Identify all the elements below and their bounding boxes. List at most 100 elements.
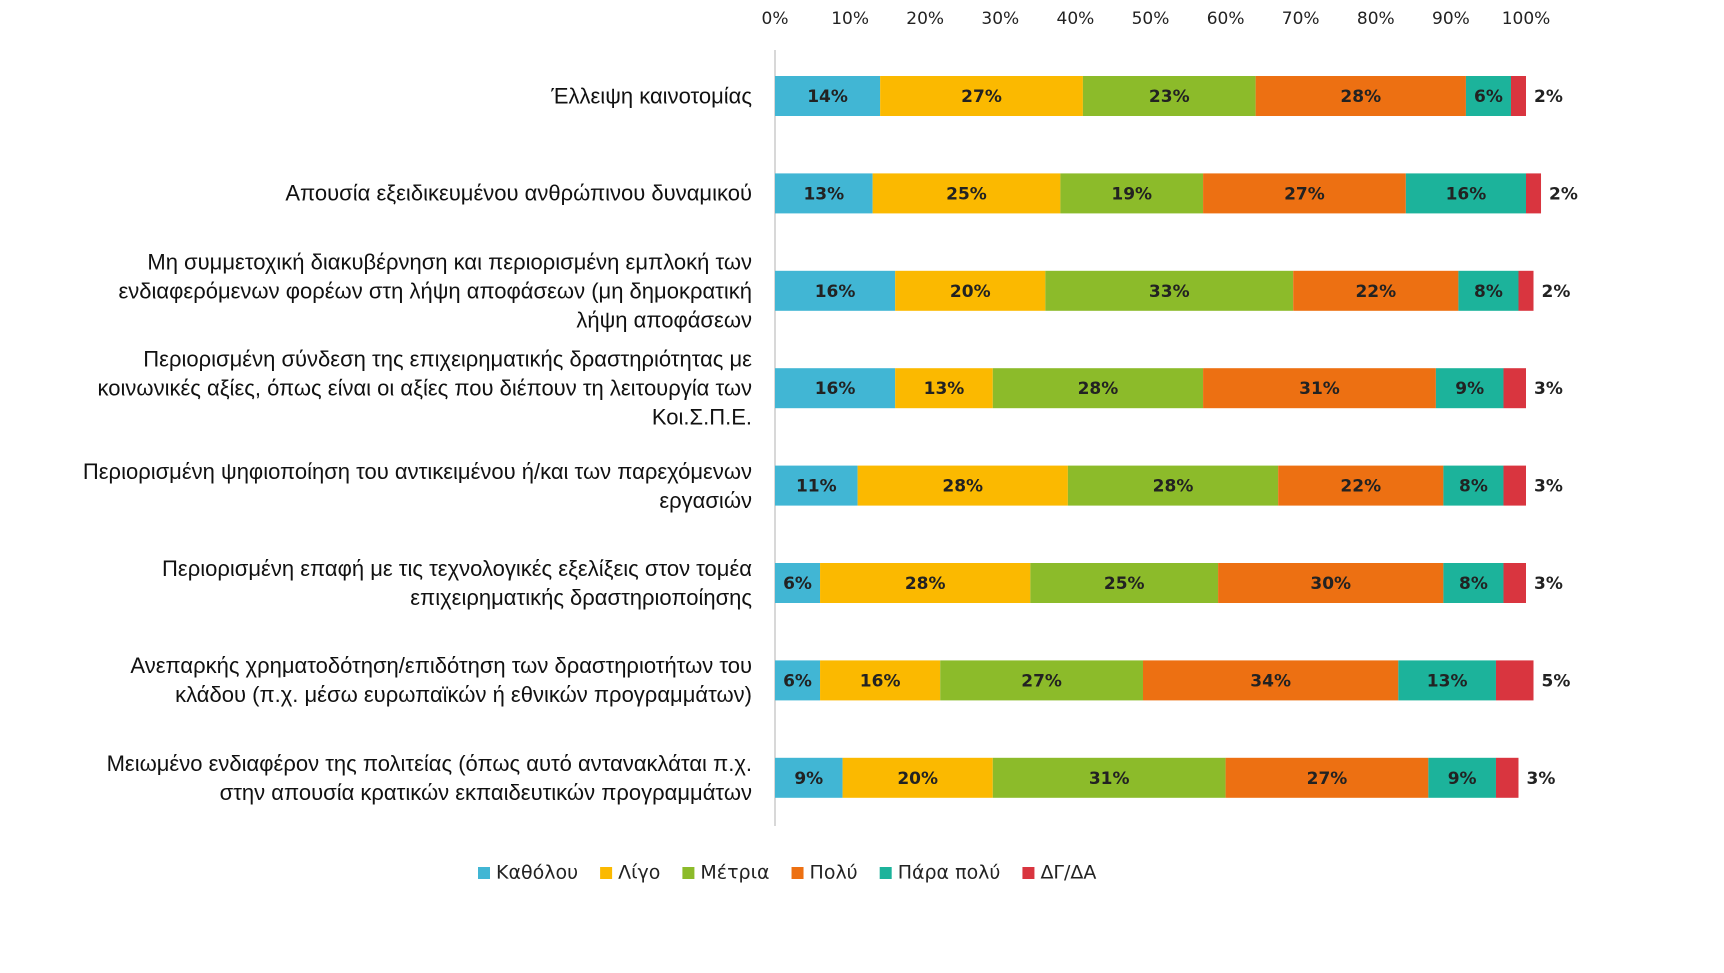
- category-label: Έλλειψη καινοτομίας: [551, 83, 752, 109]
- category-label: Απουσία εξειδικευμένου ανθρώπινου δυναμι…: [285, 180, 752, 206]
- value-label: 9%: [1455, 379, 1484, 399]
- legend-label: Πάρα πολύ: [898, 862, 1001, 884]
- bar-segment: [1503, 465, 1526, 506]
- legend-swatch: [1022, 867, 1035, 879]
- bar-segment: [775, 465, 858, 506]
- value-label: 27%: [1307, 769, 1348, 789]
- value-label: 3%: [1534, 477, 1563, 497]
- bar-segment: [775, 270, 896, 311]
- bar-segment: [1293, 270, 1459, 311]
- x-tick-label: 90%: [1432, 9, 1470, 29]
- value-label: 34%: [1250, 671, 1291, 691]
- bar-segment: [1030, 563, 1219, 603]
- value-label: 8%: [1459, 574, 1488, 594]
- bar-segment: [1218, 563, 1444, 603]
- bar-segment: [1060, 173, 1204, 214]
- bar-segment: [1255, 76, 1466, 116]
- value-label: 3%: [1526, 769, 1555, 789]
- value-label: 30%: [1310, 574, 1351, 594]
- value-label: 27%: [1284, 184, 1325, 204]
- bar-segment: [820, 563, 1031, 603]
- category-label: Μειωμένο ενδιαφέρον της πολιτείας (όπως …: [106, 750, 752, 805]
- value-label: 8%: [1474, 282, 1503, 302]
- x-tick-label: 80%: [1357, 9, 1395, 29]
- bar-segment: [1443, 465, 1504, 506]
- value-label: 28%: [1340, 87, 1381, 107]
- bar-segment: [775, 660, 821, 701]
- bar-segment: [992, 368, 1204, 409]
- value-label: 5%: [1542, 671, 1571, 691]
- bar-segment: [895, 368, 993, 409]
- value-label: 33%: [1149, 282, 1190, 302]
- legend-swatch: [879, 867, 892, 879]
- x-tick-label: 10%: [831, 9, 869, 29]
- x-tick-label: 20%: [906, 9, 944, 29]
- value-label: 22%: [1355, 282, 1396, 302]
- value-label: 25%: [1104, 574, 1145, 594]
- bar-segment: [1278, 465, 1444, 506]
- bar-segment: [1067, 465, 1279, 506]
- bar-segment: [842, 757, 993, 798]
- value-label: 16%: [815, 282, 856, 302]
- legend-label: Πολύ: [810, 862, 858, 884]
- value-label: 3%: [1534, 574, 1563, 594]
- bar-segment: [1203, 173, 1406, 214]
- bar-segment: [880, 76, 1083, 116]
- value-label: 31%: [1089, 769, 1130, 789]
- value-label: 2%: [1549, 184, 1578, 204]
- value-label: 25%: [946, 184, 987, 204]
- value-label: 19%: [1111, 184, 1152, 204]
- bar-segment: [1142, 660, 1399, 701]
- bar-segment: [1526, 173, 1542, 214]
- value-label: 28%: [1153, 477, 1194, 497]
- bar-segment: [895, 270, 1046, 311]
- bar-segment: [992, 757, 1226, 798]
- legend-swatch: [682, 867, 695, 879]
- value-label: 28%: [942, 477, 983, 497]
- value-label: 23%: [1149, 87, 1190, 107]
- value-label: 6%: [1474, 87, 1503, 107]
- value-label: 27%: [961, 87, 1002, 107]
- bar-segment: [1045, 270, 1294, 311]
- bar-segment: [1510, 76, 1526, 116]
- value-label: 8%: [1459, 477, 1488, 497]
- legend-swatch: [791, 867, 804, 879]
- bar-segment: [940, 660, 1143, 701]
- x-tick-label: 50%: [1132, 9, 1170, 29]
- bar-segment: [1503, 563, 1526, 603]
- value-label: 6%: [783, 671, 812, 691]
- value-label: 27%: [1021, 671, 1062, 691]
- value-label: 3%: [1534, 379, 1563, 399]
- legend-swatch: [600, 867, 613, 879]
- x-tick-label: 60%: [1207, 9, 1245, 29]
- legend-label: Μέτρια: [700, 862, 769, 884]
- value-label: 2%: [1542, 282, 1571, 302]
- value-label: 16%: [1446, 184, 1487, 204]
- x-tick-label: 0%: [762, 9, 789, 29]
- value-label: 14%: [807, 87, 848, 107]
- value-label: 31%: [1299, 379, 1340, 399]
- bar-segment: [1225, 757, 1429, 798]
- category-label: Περιορισμένη ψηφιοποίηση του αντικειμένο…: [82, 458, 752, 513]
- bar-segment: [1518, 270, 1534, 311]
- bar-segment: [775, 368, 896, 409]
- value-label: 28%: [905, 574, 946, 594]
- value-label: 9%: [1448, 769, 1477, 789]
- value-label: 20%: [897, 769, 938, 789]
- bar-segment: [775, 757, 843, 798]
- value-label: 13%: [924, 379, 965, 399]
- value-label: 16%: [860, 671, 901, 691]
- value-label: 13%: [1427, 671, 1468, 691]
- bar-segment: [1203, 368, 1436, 409]
- bar-segment: [1435, 368, 1504, 409]
- legend-label: Λίγο: [618, 862, 660, 884]
- bar-segment: [820, 660, 941, 701]
- bar-segment: [872, 173, 1061, 214]
- bar-segment: [1082, 76, 1256, 116]
- value-label: 11%: [796, 477, 837, 497]
- bar-segment: [775, 173, 873, 214]
- bar-segment: [1443, 563, 1504, 603]
- bar-segment: [1405, 173, 1526, 214]
- x-tick-label: 30%: [981, 9, 1019, 29]
